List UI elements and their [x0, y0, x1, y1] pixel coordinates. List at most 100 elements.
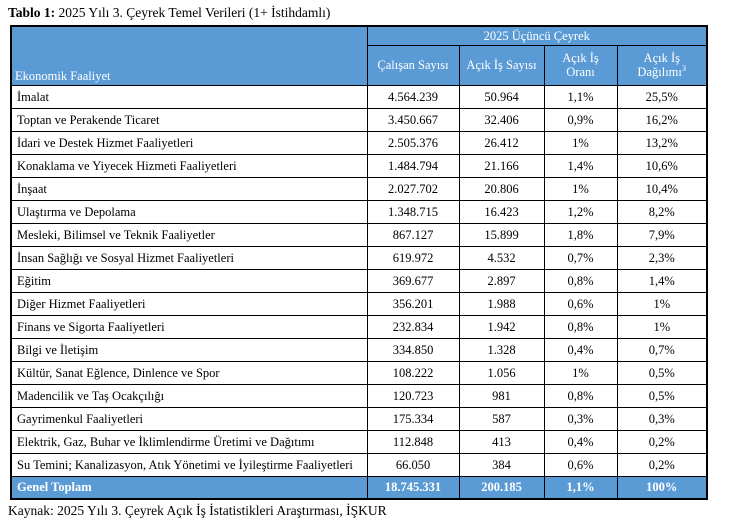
- vacancies-cell: 1.988: [458, 291, 545, 316]
- vacancy-distribution-cell: 10,6%: [616, 153, 708, 178]
- vacancies-cell: 26.412: [458, 130, 545, 155]
- activity-cell: Mesleki, Bilimsel ve Teknik Faaliyetler: [10, 222, 368, 247]
- table-row: İnsan Sağlığı ve Sosyal Hizmet Faaliyetl…: [10, 245, 708, 270]
- activity-cell: Ulaştırma ve Depolama: [10, 199, 368, 224]
- vacancy-rate-cell: 0,6%: [543, 291, 618, 316]
- table-row: Konaklama ve Yiyecek Hizmeti Faaliyetler…: [10, 153, 708, 178]
- footnote-marker: 3: [681, 63, 687, 74]
- table-row: İmalat 4.564.239 50.964 1,1% 25,5%: [10, 84, 708, 109]
- employees-cell: 3.450.667: [366, 107, 460, 132]
- employees-cell: 108.222: [366, 360, 460, 385]
- vacancies-cell: 384: [458, 452, 545, 477]
- col-header-economic-activity: Ekonomik Faaliyet: [10, 25, 368, 86]
- vacancy-distribution-cell: 16,2%: [616, 107, 708, 132]
- total-vacancies: 200.185: [458, 475, 545, 500]
- vacancies-cell: 50.964: [458, 84, 545, 109]
- activity-cell: Elektrik, Gaz, Buhar ve İklimlendirme Ür…: [10, 429, 368, 454]
- vacancy-distribution-cell: 7,9%: [616, 222, 708, 247]
- vacancies-cell: 587: [458, 406, 545, 431]
- vacancy-distribution-cell: 0,5%: [616, 360, 708, 385]
- vacancy-rate-cell: 0,9%: [543, 107, 618, 132]
- table-row: Elektrik, Gaz, Buhar ve İklimlendirme Ür…: [10, 429, 708, 454]
- vacancy-distribution-cell: 8,2%: [616, 199, 708, 224]
- table-row: Ulaştırma ve Depolama 1.348.715 16.423 1…: [10, 199, 708, 224]
- activity-cell: İnşaat: [10, 176, 368, 201]
- table-row: Kültür, Sanat Eğlence, Dinlence ve Spor …: [10, 360, 708, 385]
- employees-cell: 66.050: [366, 452, 460, 477]
- col-header-employees: Çalışan Sayısı: [366, 44, 460, 86]
- table-row: Madencilik ve Taş Ocakçılığı 120.723 981…: [10, 383, 708, 408]
- activity-cell: İmalat: [10, 84, 368, 109]
- group-header-quarter: 2025 Üçüncü Çeyrek: [366, 25, 708, 46]
- vacancy-distribution-cell: 2,3%: [616, 245, 708, 270]
- vacancy-rate-cell: 0,4%: [543, 429, 618, 454]
- vacancy-distribution-cell: 10,4%: [616, 176, 708, 201]
- vacancy-distribution-cell: 0,2%: [616, 452, 708, 477]
- table-row: Gayrimenkul Faaliyetleri 175.334 587 0,3…: [10, 406, 708, 431]
- vacancy-rate-cell: 1,8%: [543, 222, 618, 247]
- vacancies-cell: 4.532: [458, 245, 545, 270]
- table-row: Mesleki, Bilimsel ve Teknik Faaliyetler …: [10, 222, 708, 247]
- data-table: Ekonomik Faaliyet 2025 Üçüncü Çeyrek Çal…: [10, 24, 709, 500]
- employees-cell: 175.334: [366, 406, 460, 431]
- activity-cell: İnsan Sağlığı ve Sosyal Hizmet Faaliyetl…: [10, 245, 368, 270]
- vacancy-rate-cell: 1%: [543, 130, 618, 155]
- vacancies-cell: 20.806: [458, 176, 545, 201]
- vacancy-rate-cell: 0,8%: [543, 383, 618, 408]
- vacancies-cell: 15.899: [458, 222, 545, 247]
- vacancy-rate-cell: 1,1%: [543, 84, 618, 109]
- employees-cell: 619.972: [366, 245, 460, 270]
- column-header-row: Çalışan Sayısı Açık İş Sayısı Açık İş Or…: [11, 44, 708, 86]
- table-row: Toptan ve Perakende Ticaret 3.450.667 32…: [10, 107, 708, 132]
- activity-cell: Su Temini; Kanalizasyon, Atık Yönetimi v…: [10, 452, 368, 477]
- table-row: İnşaat 2.027.702 20.806 1% 10,4%: [10, 176, 708, 201]
- employees-cell: 356.201: [366, 291, 460, 316]
- col-header-vacancy-distribution-label: Açık İş Dağılımı: [637, 50, 682, 80]
- group-header-row: Ekonomik Faaliyet 2025 Üçüncü Çeyrek: [10, 25, 708, 86]
- activity-cell: Diğer Hizmet Faaliyetleri: [10, 291, 368, 316]
- vacancies-cell: 413: [458, 429, 545, 454]
- col-header-vacancies: Açık İş Sayısı: [458, 44, 545, 86]
- vacancies-cell: 21.166: [458, 153, 545, 178]
- table-header: Ekonomik Faaliyet 2025 Üçüncü Çeyrek Çal…: [10, 25, 708, 86]
- total-row: Genel Toplam 18.745.331 200.185 1,1% 100…: [10, 475, 708, 500]
- vacancy-distribution-cell: 0,7%: [616, 337, 708, 362]
- table-footer: Genel Toplam 18.745.331 200.185 1,1% 100…: [10, 475, 708, 500]
- employees-cell: 4.564.239: [366, 84, 460, 109]
- table-body: İmalat 4.564.239 50.964 1,1% 25,5% Topta…: [10, 84, 708, 477]
- table-row: Su Temini; Kanalizasyon, Atık Yönetimi v…: [10, 452, 708, 477]
- vacancy-rate-cell: 1%: [543, 360, 618, 385]
- employees-cell: 2.027.702: [366, 176, 460, 201]
- total-employees: 18.745.331: [366, 475, 460, 500]
- vacancy-rate-cell: 0,8%: [543, 314, 618, 339]
- activity-cell: Konaklama ve Yiyecek Hizmeti Faaliyetler…: [10, 153, 368, 178]
- activity-cell: Finans ve Sigorta Faaliyetleri: [10, 314, 368, 339]
- table-row: Diğer Hizmet Faaliyetleri 356.201 1.988 …: [10, 291, 708, 316]
- activity-cell: Bilgi ve İletişim: [10, 337, 368, 362]
- table-row: Bilgi ve İletişim 334.850 1.328 0,4% 0,7…: [10, 337, 708, 362]
- vacancies-cell: 1.056: [458, 360, 545, 385]
- vacancy-distribution-cell: 1,4%: [616, 268, 708, 293]
- employees-cell: 334.850: [366, 337, 460, 362]
- activity-cell: İdari ve Destek Hizmet Faaliyetleri: [10, 130, 368, 155]
- vacancies-cell: 32.406: [458, 107, 545, 132]
- vacancy-distribution-cell: 25,5%: [616, 84, 708, 109]
- vacancy-rate-cell: 0,8%: [543, 268, 618, 293]
- source-note: Kaynak: 2025 Yılı 3. Çeyrek Açık İş İsta…: [8, 502, 387, 518]
- table-row: İdari ve Destek Hizmet Faaliyetleri 2.50…: [10, 130, 708, 155]
- employees-cell: 1.348.715: [366, 199, 460, 224]
- vacancy-distribution-cell: 1%: [616, 291, 708, 316]
- vacancy-rate-cell: 0,7%: [543, 245, 618, 270]
- total-vacancy-rate: 1,1%: [543, 475, 618, 500]
- employees-cell: 112.848: [366, 429, 460, 454]
- table-row: Eğitim 369.677 2.897 0,8% 1,4%: [10, 268, 708, 293]
- col-header-vacancy-distribution: Açık İş Dağılımı3: [616, 44, 708, 86]
- activity-cell: Gayrimenkul Faaliyetleri: [10, 406, 368, 431]
- vacancy-rate-cell: 0,4%: [543, 337, 618, 362]
- vacancies-cell: 1.942: [458, 314, 545, 339]
- vacancies-cell: 2.897: [458, 268, 545, 293]
- employees-cell: 1.484.794: [366, 153, 460, 178]
- vacancy-distribution-cell: 0,5%: [616, 383, 708, 408]
- total-label: Genel Toplam: [10, 475, 368, 500]
